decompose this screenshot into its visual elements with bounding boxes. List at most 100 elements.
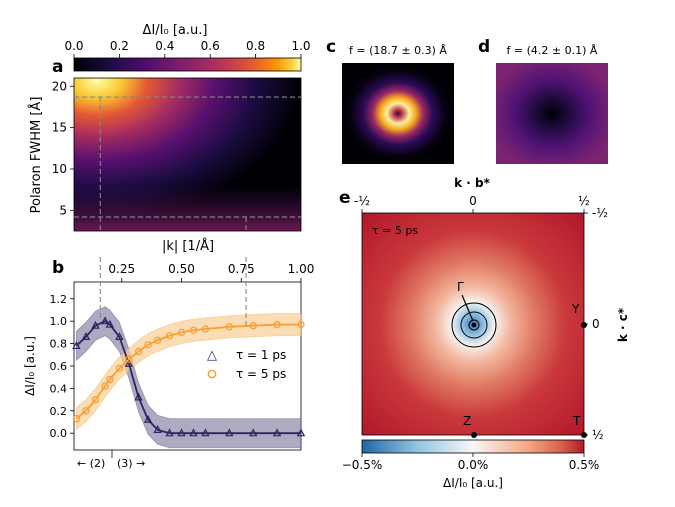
z-label: Z [463, 414, 471, 428]
panel-b-ylabel: ΔI/I₀ [a.u.] [23, 336, 37, 396]
point-1ps [115, 332, 124, 340]
panel-e-right-ticks: -½ 0 ½ [584, 206, 608, 442]
colorbar-e-ticks: −0.5% 0.0% 0.5% [342, 453, 600, 472]
panel-a-ylabel: Polaron FWHM [Å] [28, 97, 44, 214]
panel-b-ytick-label: 0.2 [50, 405, 68, 418]
point-5ps [91, 395, 100, 404]
panel-b-label: b [52, 258, 64, 278]
panel-c-title: f = (18.7 ± 0.3) Å [349, 44, 447, 57]
point-1ps [91, 320, 100, 329]
colorbar-top-tick-label: 0.4 [155, 39, 174, 53]
colorbar-top-tick-label: 0.8 [246, 39, 265, 53]
panel-a-ytick-label: 15 [52, 121, 67, 135]
point-1ps [165, 428, 174, 437]
point-5ps [144, 341, 152, 349]
point-5ps [134, 347, 143, 356]
panel-e-top-tick-label: ½ [578, 194, 590, 208]
point-1ps [100, 316, 110, 325]
colorbar-e-tick-label: 0.5% [569, 458, 600, 472]
panel-a: 5 10 15 20 Polaron FWHM [Å] [28, 77, 302, 232]
panel-b-top-xtick-label: 0.75 [228, 262, 255, 276]
point-5ps [177, 328, 186, 337]
point-5ps [297, 320, 305, 329]
point-5ps [106, 375, 114, 384]
t-point [581, 432, 587, 438]
panel-e-top-ticks: -½ 0 ½ [354, 194, 590, 213]
panel-b-ytick-label: 0.4 [50, 382, 68, 395]
panel-b-top-xtick-label: 1.00 [288, 262, 315, 276]
point-5ps [101, 382, 109, 390]
point-1ps [296, 428, 306, 437]
point-1ps [177, 428, 186, 437]
panel-b-ytick-label: 1.0 [50, 315, 68, 328]
point-1ps [225, 428, 234, 437]
panel-b-guides [99, 257, 247, 326]
panel-a-yticks: 5 10 15 20 [52, 79, 74, 217]
panel-b-bottom-label-2: ← (2) [77, 457, 105, 470]
colorbar-top-ticks: 0.0 0.2 0.4 0.6 0.8 1.0 [64, 39, 311, 58]
panel-b-series [72, 316, 306, 437]
panel-e-top-tick-label: -½ [354, 194, 370, 208]
colorbar-top-tick-label: 0.0 [64, 39, 83, 53]
panel-e-right-tick-label: 0 [592, 317, 600, 331]
panel-b-top-xtick-label: 0.25 [108, 262, 135, 276]
y-label: Y [571, 302, 580, 316]
colorbar-e-label: ΔI/I₀ [a.u.] [443, 476, 503, 490]
colorbar-top-label: ΔI/I₀ [a.u.] [143, 23, 208, 38]
gamma-arrow [461, 294, 474, 322]
panel-a-ytick-label: 5 [59, 203, 67, 217]
colorbar-e-tick-label: −0.5% [342, 458, 383, 472]
point-5ps [201, 325, 210, 333]
panel-a-frame [73, 77, 302, 232]
point-1ps [272, 428, 282, 437]
point-1ps [72, 341, 81, 349]
legend-label-5ps: τ = 5 ps [236, 367, 286, 381]
point-5ps [165, 332, 174, 340]
z-point [471, 432, 477, 438]
panel-e-top-tick-label: 0 [469, 194, 477, 208]
panel-b-bottom-label-3: (3) → [117, 457, 145, 470]
point-5ps [115, 364, 124, 372]
panel-e-label: e [339, 188, 351, 208]
panel-b-ytick-label: 0.8 [50, 338, 68, 351]
panel-c-label: c [326, 37, 336, 57]
panel-d-label: d [478, 37, 490, 57]
panel-d-title: f = (4.2 ± 0.1) Å [507, 44, 598, 57]
panel-e-right-tick-label: ½ [592, 428, 604, 442]
panel-a-heatmap-shade [74, 78, 301, 231]
legend-marker-1ps: △ [207, 348, 217, 363]
point-1ps [249, 428, 258, 437]
point-1ps [189, 428, 198, 437]
panel-e: k · b* -½ 0 ½ -½ 0 ½ k · c* τ = 5 ps Γ Y Z T… [342, 176, 630, 490]
point-5ps [273, 320, 281, 329]
gamma-point [471, 322, 477, 328]
colorbar-e-gradient [361, 439, 585, 454]
point-5ps [125, 355, 133, 363]
legend-label-1ps: τ = 1 ps [236, 348, 286, 362]
point-5ps [82, 407, 90, 415]
panel-e-annotation: τ = 5 ps [372, 224, 418, 237]
point-5ps [72, 414, 81, 423]
colorbar-e-tick-label: 0.0% [458, 458, 489, 472]
panel-c-image [342, 63, 454, 164]
gamma-contour-middle [460, 311, 488, 339]
panel-a-label: a [52, 57, 63, 77]
t-label: T [572, 414, 581, 428]
point-5ps [225, 323, 233, 331]
panel-b: |k| [1/Å] 0.25 0.50 0.75 1.00 0.00.20.40.60… [23, 238, 314, 470]
panel-d-image [496, 63, 608, 164]
point-5ps [153, 336, 162, 344]
point-1ps [105, 319, 115, 328]
panel-a-guides [74, 96, 301, 231]
panel-e-right-tick-label: -½ [592, 206, 608, 220]
point-1ps [153, 425, 162, 433]
panel-e-right-axis-label: k · c* [616, 307, 630, 342]
panel-b-ytick-label: 1.2 [50, 293, 68, 306]
panel-b-ytick-label: 0.0 [50, 427, 68, 440]
panel-b-legend: △ τ = 1 ps τ = 5 ps [207, 348, 286, 381]
colorbar-top-tick-label: 0.6 [201, 39, 220, 53]
y-point [581, 322, 587, 328]
point-5ps [189, 326, 198, 334]
panel-b-ytick-label: 0.6 [50, 360, 68, 373]
